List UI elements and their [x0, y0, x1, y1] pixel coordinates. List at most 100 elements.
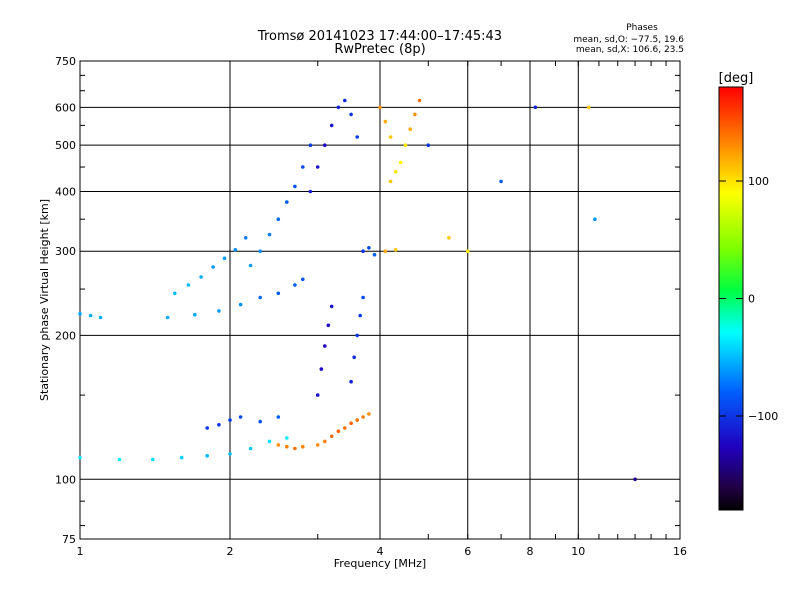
x-tick-label: 16	[673, 545, 687, 558]
plot-area: 1 2 4 6 8 10 16 75 100 200 300 400 500 600 750	[55, 55, 687, 558]
y-axis-ticks: 75 100 200 300 400 500 600 750	[55, 55, 680, 546]
x-tick-label: 4	[377, 545, 384, 558]
data-point	[258, 249, 263, 253]
colorbar-tick-label: 0	[748, 293, 755, 306]
data-point	[383, 249, 388, 253]
data-point	[217, 309, 221, 313]
x-tick-label: 2	[227, 545, 234, 558]
data-point	[326, 323, 331, 328]
data-point	[633, 477, 637, 482]
gridlines	[80, 61, 680, 539]
data-point	[388, 135, 393, 139]
x-axis-ticks: 1 2 4 6 8 10 16	[77, 61, 687, 558]
data-point	[358, 313, 363, 318]
data-point	[285, 444, 289, 449]
data-point	[238, 302, 243, 307]
data-point	[117, 457, 122, 462]
data-point	[151, 457, 155, 462]
data-point	[78, 311, 82, 316]
data-point	[276, 415, 281, 419]
data-point	[301, 165, 305, 169]
phases-o-stats: mean, sd,O: −77.5, 19.6	[573, 35, 684, 45]
data-points	[78, 98, 637, 482]
data-point	[361, 249, 365, 253]
data-point	[228, 418, 232, 422]
data-point	[276, 217, 281, 221]
data-point	[293, 184, 297, 189]
data-point	[228, 452, 232, 456]
data-point	[349, 379, 353, 384]
y-axis-label: Stationary phase Virtual Height [km]	[38, 199, 51, 401]
data-point	[383, 119, 388, 124]
y-tick-label: 750	[55, 55, 76, 68]
x-axis-label: Frequency [MHz]	[334, 557, 426, 570]
data-point	[315, 443, 320, 447]
data-point	[98, 315, 103, 320]
colorbar-ticks: 100 0 −100	[719, 175, 778, 423]
data-point	[378, 105, 382, 110]
data-point	[243, 236, 248, 240]
data-point	[329, 304, 334, 309]
data-point	[173, 291, 177, 296]
data-point	[336, 105, 341, 110]
data-point	[349, 421, 353, 426]
data-point	[308, 189, 313, 194]
data-point	[88, 313, 93, 318]
data-point	[315, 165, 320, 169]
data-point	[372, 252, 377, 257]
data-point	[329, 123, 334, 128]
data-point	[361, 415, 365, 419]
x-tick-label: 8	[527, 545, 534, 558]
data-point	[593, 217, 597, 221]
colorbar: [deg] 100 0 −100	[718, 71, 778, 511]
data-point	[413, 112, 417, 117]
data-point	[285, 200, 289, 204]
data-point	[323, 344, 327, 348]
data-point	[78, 455, 82, 460]
data-point	[343, 426, 347, 430]
data-point	[165, 315, 170, 320]
y-tick-label: 300	[55, 245, 76, 258]
phases-heading: Phases	[626, 23, 658, 33]
y-tick-label: 600	[55, 101, 76, 114]
y-tick-label: 200	[55, 329, 76, 342]
data-point	[355, 333, 360, 338]
data-point	[499, 179, 503, 184]
colorbar-tick-label: −100	[748, 410, 778, 423]
y-tick-label: 100	[55, 473, 76, 486]
data-point	[355, 418, 360, 422]
data-point	[276, 443, 281, 447]
data-point	[276, 291, 281, 296]
data-point	[319, 367, 324, 371]
data-point	[186, 283, 191, 287]
data-point	[301, 277, 305, 282]
y-tick-label: 400	[55, 185, 76, 198]
data-point	[388, 179, 393, 184]
data-point	[217, 423, 221, 427]
x-tick-label: 10	[571, 545, 585, 558]
data-point	[329, 434, 334, 439]
data-point	[233, 248, 238, 252]
data-point	[403, 143, 408, 147]
x-tick-label: 1	[77, 545, 84, 558]
data-point	[179, 455, 184, 460]
data-point	[465, 249, 470, 253]
data-point	[367, 412, 371, 416]
data-point	[408, 127, 413, 131]
data-point	[393, 248, 398, 252]
data-point	[398, 160, 403, 165]
data-point	[315, 393, 320, 397]
data-point	[199, 275, 203, 279]
data-point	[352, 355, 357, 360]
data-point	[193, 312, 197, 317]
y-tick-label: 75	[62, 533, 76, 546]
data-point	[426, 143, 431, 147]
data-point	[323, 439, 327, 444]
chart-subtitle: RwPretec (8p)	[334, 42, 425, 57]
data-point	[336, 429, 341, 434]
data-point	[361, 295, 365, 300]
data-point	[533, 105, 538, 110]
data-point	[267, 232, 272, 237]
data-point	[205, 426, 209, 430]
